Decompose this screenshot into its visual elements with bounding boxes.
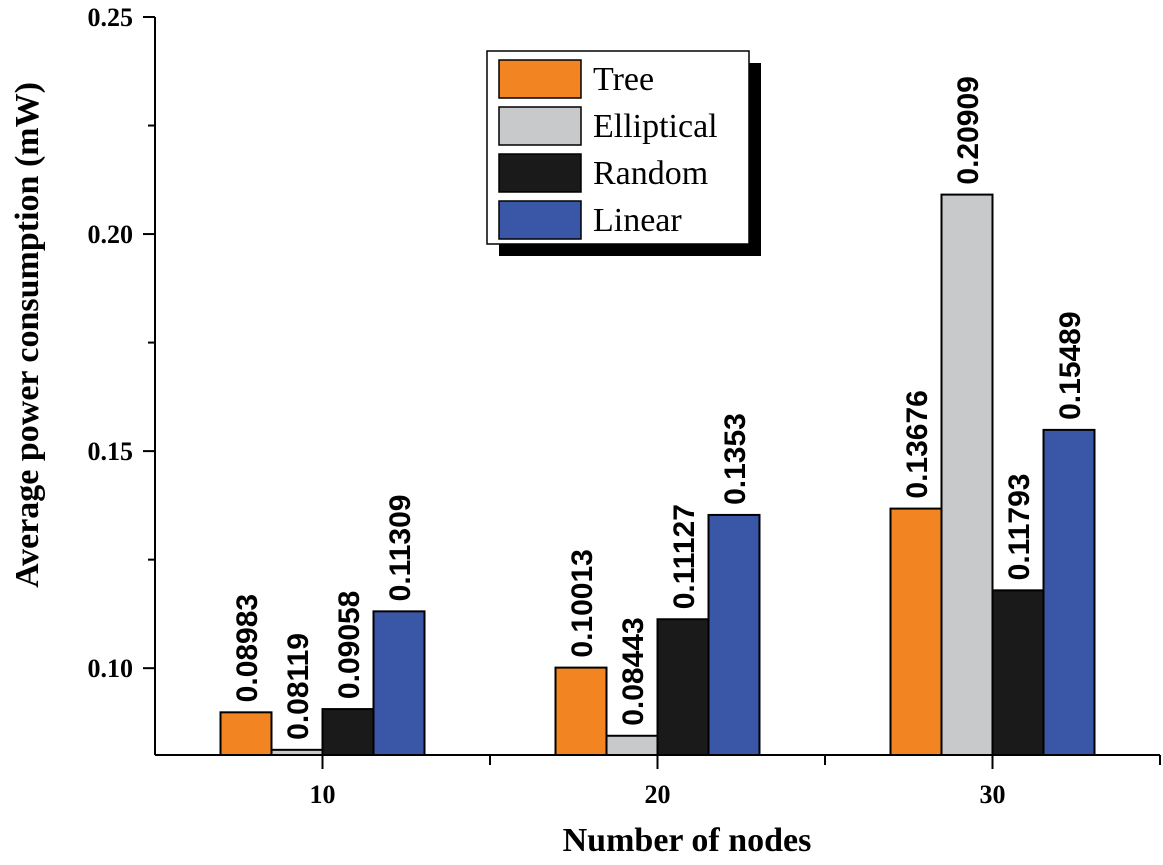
bar-elliptical-10: [270, 748, 324, 756]
data-label: 0.08983: [231, 594, 264, 702]
y-tick-label: 0.20: [88, 220, 134, 249]
x-axis-title: Number of nodes: [563, 822, 812, 859]
bar-linear-30: [1042, 428, 1096, 756]
data-label: 0.08119: [282, 633, 315, 740]
bar-linear-20: [707, 513, 761, 756]
data-label: 0.08443: [617, 617, 650, 725]
data-label: 0.20909: [952, 76, 985, 184]
legend-swatch-elliptical: [498, 106, 582, 146]
data-label: 0.13676: [901, 390, 934, 498]
x-tick-label: 20: [645, 780, 671, 809]
legend-label-tree: Tree: [593, 61, 654, 98]
bar-tree-30: [889, 507, 943, 756]
legend-swatch-random: [498, 153, 582, 193]
bar-elliptical-30: [940, 193, 994, 756]
data-labels: 0.08983 0.10013 0.13676 0.08119 0.08443 0.209…: [231, 76, 1087, 740]
legend-swatch-linear: [498, 200, 582, 240]
data-label: 0.10013: [566, 549, 599, 657]
x-tick-label: 10: [310, 780, 336, 809]
bar-elliptical-20: [605, 734, 659, 757]
bar-random-30: [991, 589, 1045, 756]
data-label: 0.11309: [384, 495, 417, 602]
legend-label-linear: Linear: [593, 202, 682, 239]
data-label: 0.15489: [1054, 311, 1087, 419]
y-ticks: 0.10 0.15 0.20 0.25: [88, 3, 155, 683]
legend: Tree Elliptical Random Linear: [486, 50, 761, 256]
x-ticks: 10 20 30: [310, 755, 1161, 809]
bar-linear-10: [372, 610, 426, 756]
bar-random-10: [321, 708, 375, 757]
data-label: 0.1353: [719, 413, 752, 505]
data-label: 0.11127: [668, 504, 701, 609]
x-tick-label: 30: [980, 780, 1006, 809]
data-label: 0.11793: [1003, 474, 1036, 581]
y-tick-label: 0.25: [88, 3, 134, 32]
bar-random-20: [656, 618, 710, 756]
legend-label-random: Random: [593, 155, 708, 192]
y-tick-label: 0.15: [88, 437, 134, 466]
legend-label-elliptical: Elliptical: [593, 108, 718, 145]
y-tick-label: 0.10: [88, 654, 134, 683]
bars: [219, 193, 1096, 757]
bar-tree-20: [554, 666, 608, 757]
bar-tree-10: [219, 711, 273, 756]
legend-swatch-tree: [498, 59, 582, 99]
y-axis-title: Average power consumption (mW): [9, 82, 46, 588]
data-label: 0.09058: [333, 591, 366, 699]
